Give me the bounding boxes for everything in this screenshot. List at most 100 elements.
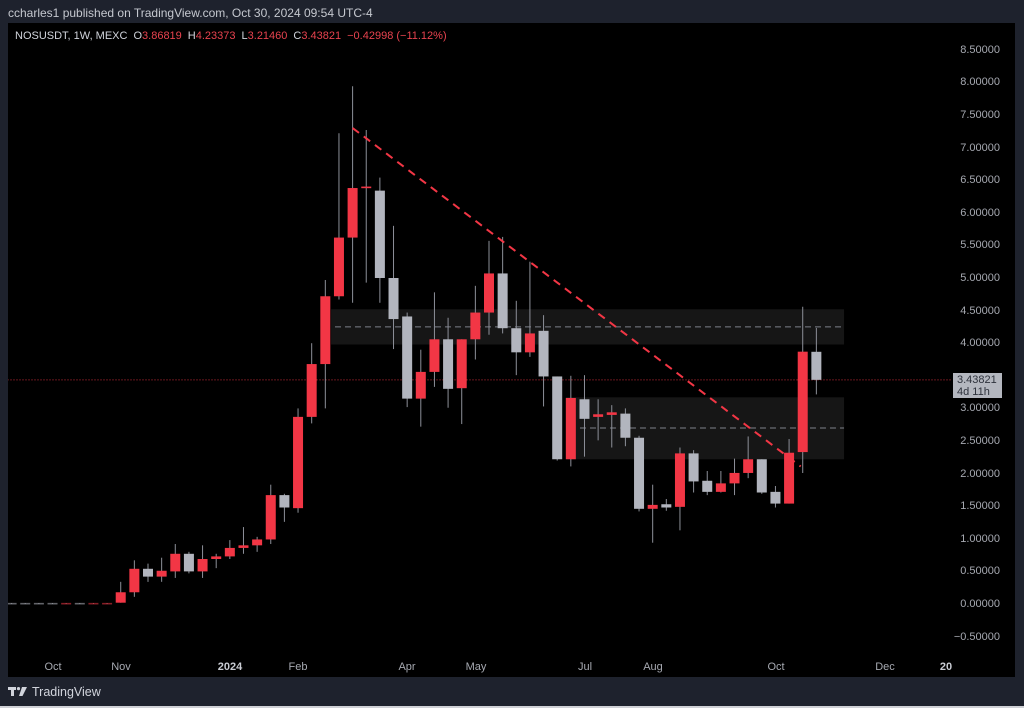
candle-up <box>293 408 304 513</box>
candle-up <box>593 399 604 441</box>
candle-up <box>429 292 440 387</box>
chart-pane[interactable] <box>8 23 1015 677</box>
candle-body <box>415 371 426 399</box>
price-tick: 8.50000 <box>960 44 1000 56</box>
candle-up <box>320 279 331 409</box>
candle-down <box>688 450 699 493</box>
candle-body <box>143 568 153 577</box>
candle-body <box>388 278 399 320</box>
candle-body <box>252 539 263 546</box>
candle-body <box>674 453 685 507</box>
symbol-label[interactable]: NOSUSDT, 1W, MEXC <box>15 30 128 42</box>
candle-body <box>102 602 113 605</box>
candle-up <box>784 439 795 504</box>
candlestick-plot[interactable] <box>8 23 1015 677</box>
bar-countdown: 4d 11h <box>957 386 990 398</box>
time-tick: Dec <box>875 661 895 673</box>
legend-close: C 3.43821 <box>293 29 341 43</box>
last-price-label: 3.43821 4d 11h <box>953 373 1002 398</box>
time-tick-year: 2024 <box>217 661 243 673</box>
candle-body <box>197 559 208 572</box>
price-tick: 4.50000 <box>960 305 1000 317</box>
candle-up <box>306 343 317 424</box>
candle-body <box>729 472 740 484</box>
candle-down <box>538 315 549 407</box>
candle-body <box>8 602 17 605</box>
candle-body <box>593 414 604 417</box>
candle-body <box>620 413 631 438</box>
candle-body <box>279 495 290 508</box>
legend-low: L 3.21460 <box>242 29 288 43</box>
candle-body <box>238 545 249 548</box>
candle-body <box>265 495 276 540</box>
price-tick: 6.00000 <box>960 207 1000 219</box>
open-label: O <box>133 30 143 42</box>
price-tick: 2.50000 <box>960 435 1000 447</box>
candle-up <box>197 545 208 578</box>
candle-up <box>647 484 658 543</box>
candle-body <box>743 459 754 473</box>
candle-down <box>74 602 85 605</box>
price-tick: 5.00000 <box>960 272 1000 284</box>
price-tick: −0.50000 <box>953 631 1000 643</box>
candle-body <box>661 504 672 508</box>
candle-body <box>333 237 344 297</box>
candle-down <box>511 300 522 376</box>
candle-up <box>524 261 535 357</box>
candle-up <box>674 447 685 531</box>
price-tick: 5.50000 <box>960 239 1000 251</box>
downtrend-line <box>351 127 802 468</box>
price-tick: 1.00000 <box>960 533 1000 545</box>
symbol-legend: NOSUSDT, 1W, MEXC O 3.86819 H 4.23373 L 3.2… <box>15 29 447 43</box>
candle-body <box>115 592 126 603</box>
candle-body <box>224 547 235 557</box>
legend-high: H 4.23373 <box>188 29 236 43</box>
candle-body <box>129 568 140 593</box>
candle-up <box>88 602 99 605</box>
candle-body <box>33 602 44 605</box>
candle-up <box>606 405 617 448</box>
candle-body <box>429 339 440 372</box>
candle-body <box>552 376 563 460</box>
price-tick: 0.50000 <box>960 565 1000 577</box>
candle-down <box>374 177 385 303</box>
candle-body <box>579 399 590 419</box>
time-tick: Apr <box>398 661 416 673</box>
low-value: 3.21460 <box>247 30 288 42</box>
candle-down <box>756 459 767 494</box>
candle-down <box>811 327 822 395</box>
candle-up <box>156 557 167 582</box>
tradingview-logo[interactable]: TradingView <box>8 684 101 700</box>
candle-body <box>565 397 576 460</box>
time-tick: Nov <box>111 661 131 673</box>
candle-body <box>211 556 222 560</box>
candle-down <box>8 602 17 605</box>
candle-body <box>497 273 508 329</box>
candle-body <box>183 553 194 572</box>
high-label: H <box>187 30 196 42</box>
price-tick: 8.00000 <box>960 76 1000 88</box>
publish-info: ccharles1 published on TradingView.com, … <box>8 6 373 20</box>
candle-body <box>320 296 331 365</box>
time-tick: Oct <box>44 661 62 673</box>
candle-body <box>61 602 72 605</box>
price-tick: 7.00000 <box>960 142 1000 154</box>
candle-body <box>20 602 31 605</box>
candle-body <box>606 412 617 415</box>
candle-down <box>552 376 563 461</box>
price-tick: 3.00000 <box>960 402 1000 414</box>
candle-down <box>579 375 590 457</box>
candle-body <box>770 491 781 504</box>
candle-down <box>402 312 413 408</box>
candle-body <box>470 312 481 340</box>
candle-up <box>729 458 740 496</box>
open-value: 3.86819 <box>142 30 182 42</box>
candle-down <box>183 551 194 574</box>
candle-up <box>61 602 72 605</box>
price-tick: 0.00000 <box>960 598 1000 610</box>
price-tick: 1.50000 <box>960 500 1000 512</box>
candle-up <box>252 536 263 552</box>
candle-body <box>484 273 494 313</box>
candle-up <box>333 133 344 300</box>
